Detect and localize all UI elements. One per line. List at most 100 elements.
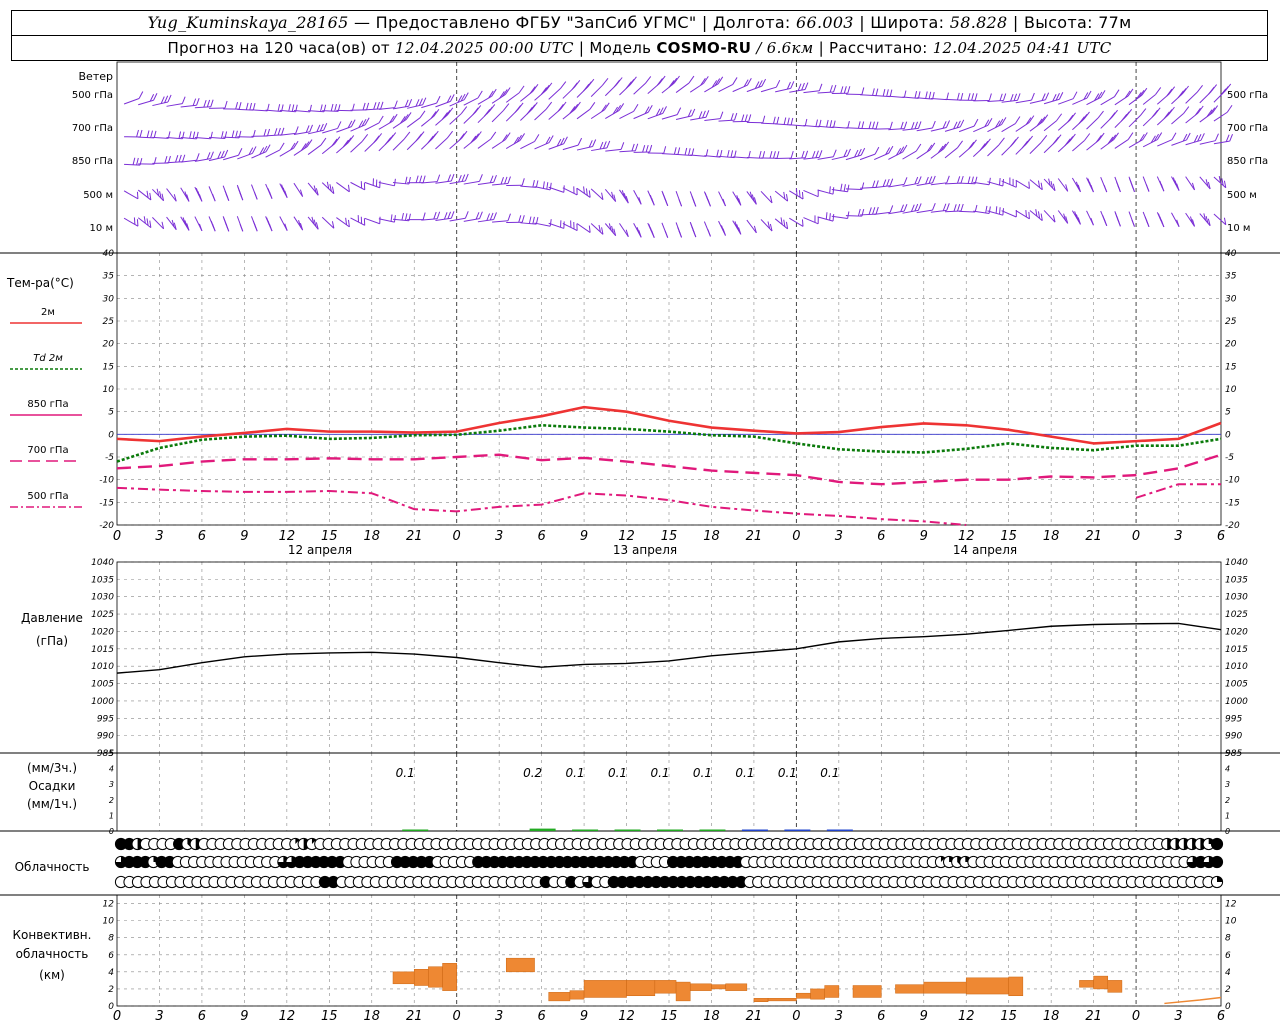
wind-barb-staff — [1043, 98, 1060, 105]
wind-barb-feather — [988, 206, 991, 214]
wind-barb-staff — [180, 187, 190, 202]
wind-barb-feather — [1084, 133, 1091, 141]
wind-barb-staff — [364, 108, 381, 111]
wind-barb-feather — [790, 150, 794, 159]
wind-barb-feather — [543, 84, 550, 93]
wind-barb — [803, 119, 822, 128]
wind-barb-feather — [301, 143, 307, 151]
wind-barb-feather — [743, 79, 749, 87]
wind-barb-staff — [690, 116, 707, 121]
wind-barb — [350, 117, 370, 132]
wind-barb — [1001, 116, 1021, 133]
wind-barb-feather — [769, 151, 773, 159]
conv-bar — [583, 980, 627, 998]
wind-barb-feather — [973, 118, 979, 127]
hour-label: 9 — [920, 1009, 928, 1024]
wind-barb-feather — [914, 121, 918, 129]
wind-barb — [562, 137, 583, 151]
wind-barb — [1015, 209, 1030, 220]
wind-barb — [279, 126, 299, 136]
wind-barb — [534, 181, 552, 191]
wind-barb — [477, 212, 497, 223]
conv-bar — [895, 984, 925, 994]
wind-barb — [775, 117, 794, 126]
wind-barb-staff — [590, 223, 604, 235]
wind-barb-staff — [774, 218, 788, 230]
wind-level-label: 500 гПа — [72, 90, 113, 101]
wind-barb — [477, 131, 497, 149]
wind-barb-feather — [1025, 209, 1027, 218]
wind-barb-feather — [330, 103, 334, 112]
wind-barb — [590, 223, 604, 235]
wind-barb — [449, 211, 469, 222]
wind-barb — [336, 119, 356, 133]
wind-barb-feather — [518, 85, 525, 94]
ytick-label: -5 — [105, 453, 114, 463]
wind-barb-feather — [974, 204, 978, 213]
conv-bar — [767, 998, 797, 1002]
wind-barb — [1199, 213, 1211, 227]
hour-label: 12 — [618, 1009, 635, 1024]
ytick-label: 2 — [108, 985, 114, 995]
model-label: | Модель — [578, 39, 652, 57]
wind-barb-feather — [143, 216, 146, 224]
ytick-label: -15 — [99, 498, 114, 508]
wind-barb-feather — [601, 192, 604, 200]
wind-barb-staff — [251, 109, 268, 112]
series-pressure — [116, 622, 1222, 674]
wind-barb — [208, 216, 216, 232]
ytick-label: 15 — [1225, 362, 1237, 372]
wind-barb-feather — [811, 150, 816, 159]
altitude: | Высота: 77м — [1012, 13, 1132, 32]
wind-barb — [406, 131, 425, 151]
wind-barb-feather — [1110, 134, 1117, 143]
wind-barb-feather — [224, 100, 228, 109]
wind-barb-feather — [266, 103, 270, 112]
wind-barb — [449, 130, 468, 150]
wind-barb-staff — [661, 153, 678, 155]
wind-barb-feather — [648, 224, 652, 232]
wind-barb-feather — [436, 95, 441, 104]
wind-barb-staff — [152, 217, 164, 230]
wind-level-label: 850 гПа — [72, 156, 113, 167]
wind-barb-staff — [845, 154, 862, 161]
wind-barb-feather — [389, 115, 395, 124]
wind-barb — [1157, 132, 1177, 147]
wind-barb-staff — [845, 127, 862, 130]
wind-barb — [760, 219, 773, 232]
wind-barb-feather — [988, 93, 992, 101]
wind-barb-feather — [281, 127, 285, 135]
wind-barb-staff — [987, 144, 1000, 157]
wind-barb-staff — [265, 134, 282, 137]
wind-barb-staff — [194, 136, 211, 140]
wind-barb — [237, 146, 257, 160]
wind-barb — [265, 127, 285, 137]
wind-barb-staff — [137, 217, 152, 229]
wind-barb-staff — [973, 210, 990, 214]
wind-barb-feather — [1153, 133, 1159, 142]
wind-barb-feather — [625, 195, 629, 204]
wind-barb-staff — [1043, 120, 1057, 132]
conv-bar — [725, 983, 748, 991]
wind-barb-staff — [123, 98, 140, 105]
wind-level-label-right: 10 м — [1227, 223, 1250, 234]
wind-barb-feather — [673, 147, 677, 155]
wind-barb-feather — [153, 93, 158, 101]
wind-barb-feather — [316, 124, 321, 132]
cloud-full-icon — [1210, 855, 1224, 869]
wind-barb-feather — [1214, 133, 1219, 141]
wind-barb-feather — [1037, 211, 1041, 219]
wind-barb — [152, 94, 172, 107]
ytick-label: 4 — [1225, 765, 1230, 774]
wind-barb-feather — [569, 106, 576, 114]
wind-barb-feather — [560, 137, 565, 146]
wind-barb-feather — [957, 140, 963, 149]
wind-barb — [859, 146, 880, 161]
ytick-label: -20 — [1225, 521, 1240, 531]
wind-barb-feather — [577, 137, 583, 146]
hour-label: 15 — [1000, 1009, 1017, 1024]
wind-barb-feather — [450, 211, 455, 219]
wind-barb-staff — [973, 124, 989, 133]
wind-barb — [166, 154, 186, 164]
wind-barb — [1128, 87, 1148, 106]
